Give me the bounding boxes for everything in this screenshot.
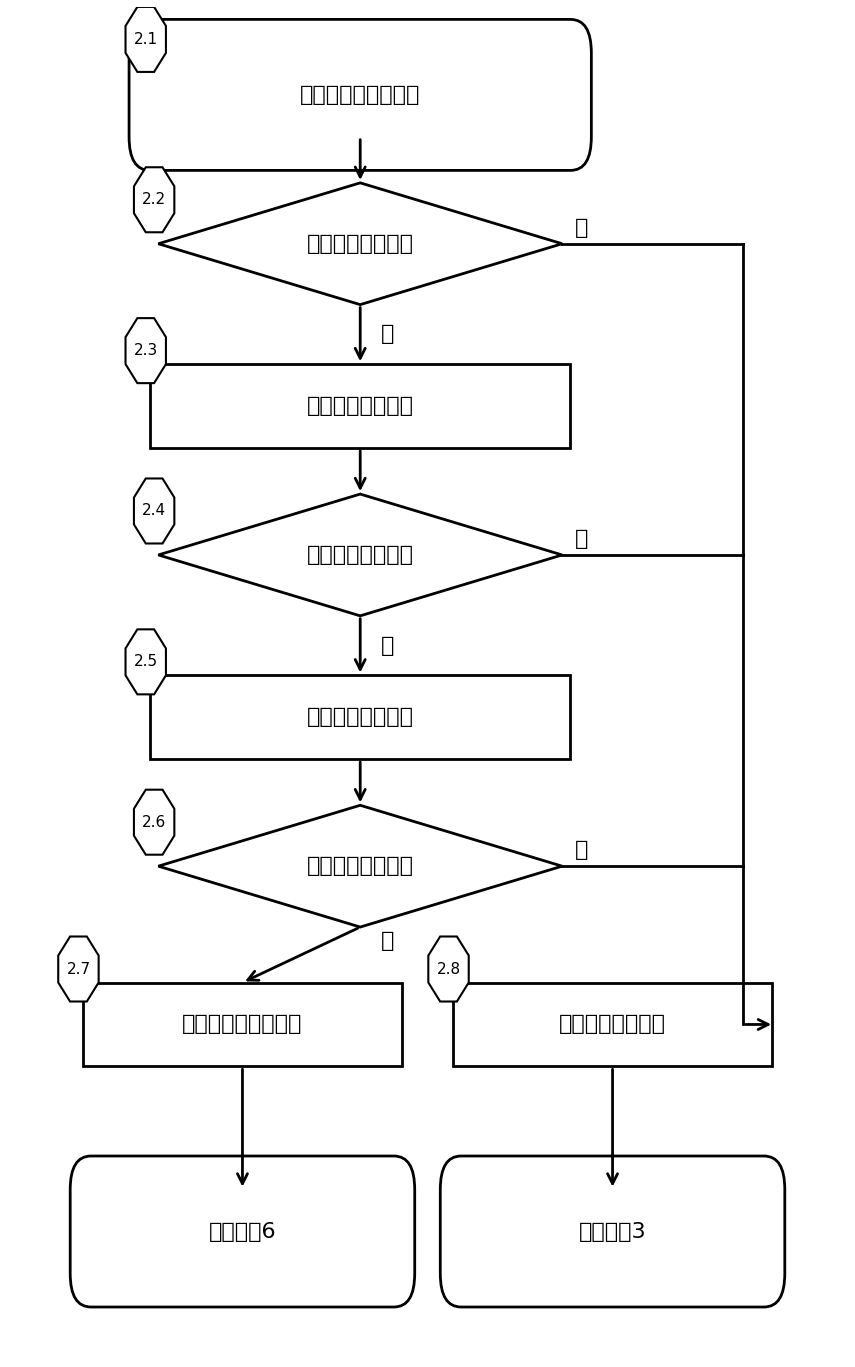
Text: 不响应电车优先请求: 不响应电车优先请求 <box>182 1014 303 1035</box>
Text: 未设电车专用相位: 未设电车专用相位 <box>307 234 414 254</box>
Text: 电车相位绿灯期间: 电车相位绿灯期间 <box>307 545 414 565</box>
Polygon shape <box>126 319 166 383</box>
Text: 转入步骤6: 转入步骤6 <box>209 1222 276 1241</box>
Polygon shape <box>58 936 98 1002</box>
Text: 响应电车优先请求: 响应电车优先请求 <box>559 1014 666 1035</box>
Text: 2.5: 2.5 <box>133 655 158 670</box>
Text: 2.6: 2.6 <box>142 815 166 830</box>
FancyBboxPatch shape <box>150 364 570 448</box>
Text: 2.8: 2.8 <box>436 961 461 976</box>
Text: 2.1: 2.1 <box>133 31 158 46</box>
Polygon shape <box>158 805 562 927</box>
Text: 否: 否 <box>575 839 588 860</box>
Polygon shape <box>158 493 562 617</box>
Text: 否: 否 <box>575 529 588 548</box>
FancyBboxPatch shape <box>453 983 772 1066</box>
FancyBboxPatch shape <box>129 19 592 171</box>
FancyBboxPatch shape <box>440 1156 785 1307</box>
Text: 电车相位绿灯期间: 电车相位绿灯期间 <box>307 856 414 876</box>
Text: 计算电车到达时刻: 计算电车到达时刻 <box>307 396 414 416</box>
FancyBboxPatch shape <box>150 675 570 759</box>
FancyBboxPatch shape <box>83 983 402 1066</box>
Polygon shape <box>134 478 174 544</box>
Polygon shape <box>134 790 174 854</box>
Polygon shape <box>158 183 562 305</box>
FancyBboxPatch shape <box>70 1156 415 1307</box>
Text: 是: 是 <box>381 931 395 951</box>
Polygon shape <box>134 167 174 232</box>
Text: 2.4: 2.4 <box>142 503 166 518</box>
Text: 否: 否 <box>575 217 588 238</box>
Text: 2.2: 2.2 <box>142 193 166 208</box>
Text: 2.7: 2.7 <box>67 961 91 976</box>
Polygon shape <box>126 7 166 72</box>
Polygon shape <box>126 629 166 694</box>
Text: 2.3: 2.3 <box>133 343 158 358</box>
Text: 是: 是 <box>381 324 395 344</box>
Text: 转入步骤3: 转入步骤3 <box>579 1222 646 1241</box>
Polygon shape <box>428 936 469 1002</box>
Text: 检测到电车优先请求: 检测到电车优先请求 <box>300 85 421 105</box>
Text: 是: 是 <box>381 636 395 656</box>
Text: 计算电车离开时刻: 计算电车离开时刻 <box>307 707 414 727</box>
